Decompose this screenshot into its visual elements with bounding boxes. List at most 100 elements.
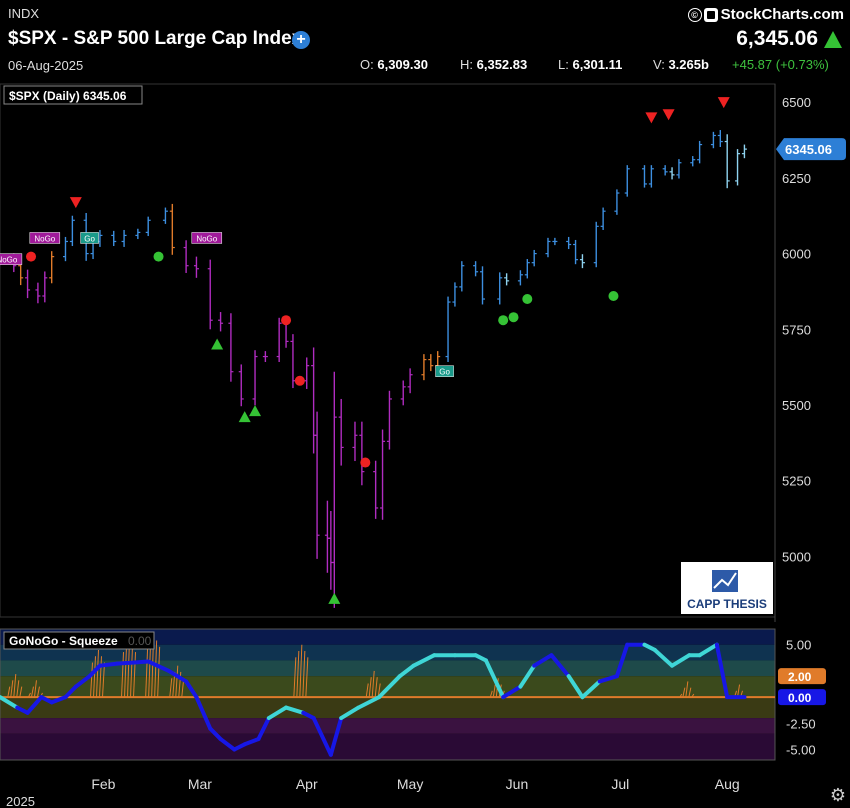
osc-line-segment [532,653,554,668]
ohlc-bar [648,165,654,188]
price-tick-label: 6000 [782,247,811,262]
ohlc-bar [566,236,572,250]
ohlc-bar [421,354,427,381]
squeeze-spike [296,650,300,698]
osc-line-segment [63,684,78,700]
ohlc-bar [193,256,199,278]
squeeze-spike [688,687,692,698]
ohlc-bar [42,271,48,303]
squeeze-spike [124,645,128,698]
osc-line-segment [614,642,630,679]
ohlc-bar [69,215,75,247]
osc-line-segment [115,660,137,666]
up-triangle-icon [328,592,341,604]
ohlc-bar [669,167,675,180]
ohlc-bar [276,317,282,363]
price-panel-frame [0,83,776,618]
ohlc-bar [473,261,479,277]
osc-line-segment [166,668,189,684]
x-tick-label: May [397,776,423,792]
gonogo-tag-label: NoGo [34,234,55,243]
osc-line-segment [670,653,692,668]
osc-value-badge [778,689,826,706]
gear-icon[interactable]: ⚙ [829,785,846,805]
gonogo-tag [435,365,454,377]
osc-line-segment [411,653,437,668]
squeeze-spike [299,644,303,698]
osc-line-segment [194,695,213,731]
ohlc-bar [35,282,41,304]
ohlc-bar [690,156,696,167]
ohlc-bar [504,273,510,286]
ohlc-bar [624,165,630,197]
osc-line-segment [311,716,333,757]
ohlc-bar [497,272,503,305]
ohlc-bar [662,165,668,176]
osc-legend-label: GoNoGo - Squeeze [9,634,118,648]
red-dot-icon [281,315,292,326]
chart-date: 06-Aug-2025 [8,58,84,73]
squeeze-spike [13,674,17,698]
red-dot-icon [26,251,37,262]
volume-value: V: 3.265b [653,57,709,72]
ohlc-bar [735,149,741,186]
ohlc-bar [676,159,682,179]
squeeze-spike [169,678,173,698]
squeeze-spike [93,656,96,698]
osc-value-badge [778,668,826,685]
ohlc-bar [238,364,244,407]
ohlc-bar [49,251,55,284]
low-value: L: 6,301.11 [558,57,623,72]
squeeze-spike [33,680,37,698]
stockcharts-icon [703,8,718,23]
ohlc-bar [459,261,465,292]
add-plus-icon[interactable]: + [292,31,310,49]
watermark-chart-icon [712,570,738,592]
price-legend-label: $SPX (Daily) 6345.06 [9,89,127,103]
osc-line-segment [266,705,289,721]
ohlc-bar [407,368,413,394]
squeeze-spike [682,687,686,698]
osc-line-segment [714,642,730,700]
gonogo-tag [0,253,23,265]
x-tick-label: Mar [188,776,212,792]
ohlc-bar [162,207,168,224]
osc-legend-box [3,631,155,650]
squeeze-spike [374,677,378,698]
squeeze-spike [10,680,14,698]
osc-line-segment [284,705,306,715]
green-dot-icon [608,290,619,301]
ohlc-bar [480,266,485,305]
ohlc-bar [262,351,268,363]
x-tick-label: Aug [715,776,740,792]
ohlc-bar [324,500,330,573]
squeeze-spike [302,650,306,698]
osc-line-segment [256,716,271,742]
osc-line-segment [146,659,171,673]
ohlc-bar [741,144,747,159]
x-year-label: 2025 [6,794,35,808]
price-tick-label: 6250 [782,171,811,186]
osc-line-segment [208,726,223,742]
ohlc-bar [290,334,296,389]
ohlc-bar [452,282,458,307]
osc-line-segment [184,679,199,700]
green-dot-icon [153,251,164,262]
ohlc-bar [531,249,537,267]
ohlc-bar [445,296,451,363]
gonogo-tag-label: NoGo [0,256,18,265]
stockcharts-logo[interactable]: © StockCharts.com [687,6,844,23]
ohlc-bar [121,229,127,247]
squeeze-spike [16,680,20,698]
squeeze-spike [365,683,369,698]
x-tick-label: Apr [296,776,318,792]
symbol-title: $SPX - S&P 500 Large Cap Index [8,28,303,49]
squeeze-spike [293,657,297,698]
ohlc-bar [304,357,310,389]
squeeze-spike [685,681,689,698]
osc-band [0,718,775,734]
gonogo-tag-label: Go [439,368,450,377]
osc-value-badge-label: 2.00 [788,670,812,684]
osc-line-segment [218,737,237,752]
